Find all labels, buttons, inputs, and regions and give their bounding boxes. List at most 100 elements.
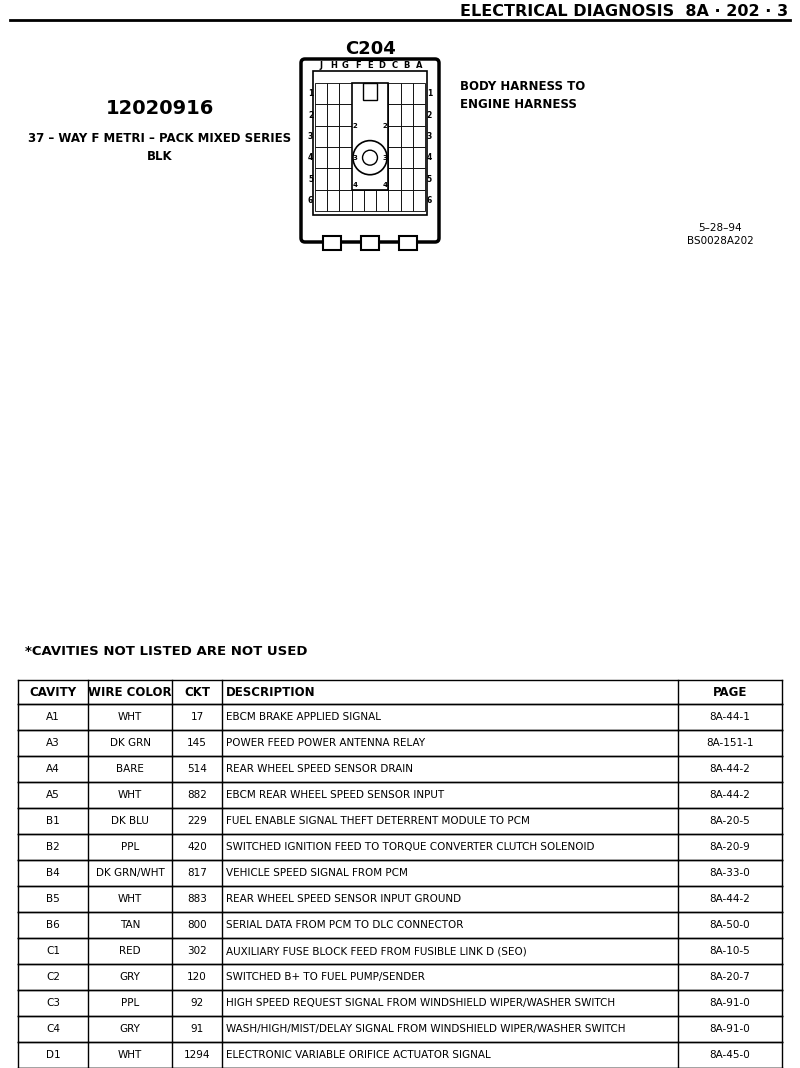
Text: B5: B5 [46, 894, 60, 904]
Bar [388, 83, 401, 105]
Text: ELECTRICAL DIAGNOSIS  8A · 202 · 3: ELECTRICAL DIAGNOSIS 8A · 202 · 3 [460, 3, 788, 18]
Text: 3: 3 [353, 155, 358, 160]
Text: E: E [367, 61, 373, 70]
Text: 6: 6 [426, 195, 432, 205]
Bar [401, 169, 413, 190]
Text: WHT: WHT [118, 1050, 142, 1061]
Bar [315, 169, 327, 190]
Text: 8A-44-2: 8A-44-2 [710, 764, 750, 774]
Text: A3: A3 [46, 738, 60, 748]
Text: 2: 2 [353, 123, 358, 128]
Bar [388, 126, 401, 147]
Text: WHT: WHT [118, 894, 142, 904]
Text: B6: B6 [46, 920, 60, 930]
Bar [327, 105, 339, 126]
Text: 3: 3 [308, 131, 314, 141]
Text: 92: 92 [190, 998, 204, 1008]
Text: SERIAL DATA FROM PCM TO DLC CONNECTOR: SERIAL DATA FROM PCM TO DLC CONNECTOR [226, 920, 463, 930]
Bar [327, 147, 339, 169]
Text: EBCM BRAKE APPLIED SIGNAL: EBCM BRAKE APPLIED SIGNAL [226, 712, 381, 722]
Text: 8A-33-0: 8A-33-0 [710, 868, 750, 878]
Text: A5: A5 [46, 790, 60, 800]
Text: WIRE COLOR: WIRE COLOR [88, 686, 172, 698]
Text: WHT: WHT [118, 712, 142, 722]
Text: 3: 3 [382, 155, 387, 160]
Text: TAN: TAN [120, 920, 140, 930]
Text: EBCM REAR WHEEL SPEED SENSOR INPUT: EBCM REAR WHEEL SPEED SENSOR INPUT [226, 790, 444, 800]
Text: 4: 4 [353, 183, 358, 188]
Text: BLK: BLK [147, 150, 173, 162]
Text: 91: 91 [190, 1024, 204, 1034]
Bar [364, 190, 376, 211]
Text: C2: C2 [46, 972, 60, 981]
Text: 8A-10-5: 8A-10-5 [710, 946, 750, 956]
Bar [362, 83, 378, 100]
Text: 817: 817 [187, 868, 207, 878]
Text: 8A-45-0: 8A-45-0 [710, 1050, 750, 1061]
Text: 2: 2 [308, 110, 314, 120]
Text: DK GRN/WHT: DK GRN/WHT [96, 868, 164, 878]
Text: 6: 6 [308, 195, 314, 205]
Bar [401, 190, 413, 211]
Bar [388, 147, 401, 169]
Text: WASH/HIGH/MIST/DELAY SIGNAL FROM WINDSHIELD WIPER/WASHER SWITCH: WASH/HIGH/MIST/DELAY SIGNAL FROM WINDSHI… [226, 1024, 626, 1034]
Text: HIGH SPEED REQUEST SIGNAL FROM WINDSHIELD WIPER/WASHER SWITCH: HIGH SPEED REQUEST SIGNAL FROM WINDSHIEL… [226, 998, 615, 1008]
Text: B4: B4 [46, 868, 60, 878]
Text: 8A-91-0: 8A-91-0 [710, 998, 750, 1008]
Bar [401, 105, 413, 126]
Bar [327, 169, 339, 190]
Text: 4: 4 [382, 183, 387, 188]
Bar [364, 105, 376, 126]
Text: 3: 3 [426, 131, 432, 141]
Text: 302: 302 [187, 946, 207, 956]
Bar [401, 147, 413, 169]
Text: BODY HARNESS TO
ENGINE HARNESS: BODY HARNESS TO ENGINE HARNESS [460, 80, 586, 111]
Bar [364, 83, 376, 105]
Bar [399, 236, 417, 250]
Text: PPL: PPL [121, 998, 139, 1008]
Circle shape [362, 151, 378, 166]
Bar [352, 190, 364, 211]
Text: VEHICLE SPEED SIGNAL FROM PCM: VEHICLE SPEED SIGNAL FROM PCM [226, 868, 408, 878]
Text: 5: 5 [308, 174, 313, 184]
Text: *CAVITIES NOT LISTED ARE NOT USED: *CAVITIES NOT LISTED ARE NOT USED [25, 645, 307, 658]
Bar [388, 169, 401, 190]
Text: G: G [342, 61, 349, 70]
Bar [376, 169, 388, 190]
Bar [364, 169, 376, 190]
Text: 8A-91-0: 8A-91-0 [710, 1024, 750, 1034]
Bar [352, 169, 364, 190]
Bar [352, 83, 364, 105]
Bar [413, 169, 425, 190]
Text: 8A-44-2: 8A-44-2 [710, 894, 750, 904]
Text: A: A [416, 61, 422, 70]
Bar [388, 190, 401, 211]
Text: DK BLU: DK BLU [111, 816, 149, 826]
Text: BARE: BARE [116, 764, 144, 774]
Text: DK GRN: DK GRN [110, 738, 150, 748]
Bar [327, 126, 339, 147]
FancyBboxPatch shape [301, 59, 439, 242]
Bar [401, 126, 413, 147]
Bar [413, 105, 425, 126]
Bar [339, 83, 352, 105]
Text: H: H [330, 61, 337, 70]
Text: CKT: CKT [184, 686, 210, 698]
Text: 4: 4 [308, 153, 314, 162]
Text: C: C [391, 61, 398, 70]
Text: A4: A4 [46, 764, 60, 774]
Text: POWER FEED POWER ANTENNA RELAY: POWER FEED POWER ANTENNA RELAY [226, 738, 425, 748]
Text: 883: 883 [187, 894, 207, 904]
Bar [413, 190, 425, 211]
Text: 8A-151-1: 8A-151-1 [706, 738, 754, 748]
Text: 8A-50-0: 8A-50-0 [710, 920, 750, 930]
Text: C4: C4 [46, 1024, 60, 1034]
Bar [352, 105, 364, 126]
Text: 2: 2 [426, 110, 432, 120]
Bar [364, 147, 376, 169]
Text: D: D [378, 61, 386, 70]
Bar [388, 105, 401, 126]
Bar [376, 105, 388, 126]
Text: AUXILIARY FUSE BLOCK FEED FROM FUSIBLE LINK D (SEO): AUXILIARY FUSE BLOCK FEED FROM FUSIBLE L… [226, 946, 526, 956]
Text: 420: 420 [187, 842, 207, 852]
